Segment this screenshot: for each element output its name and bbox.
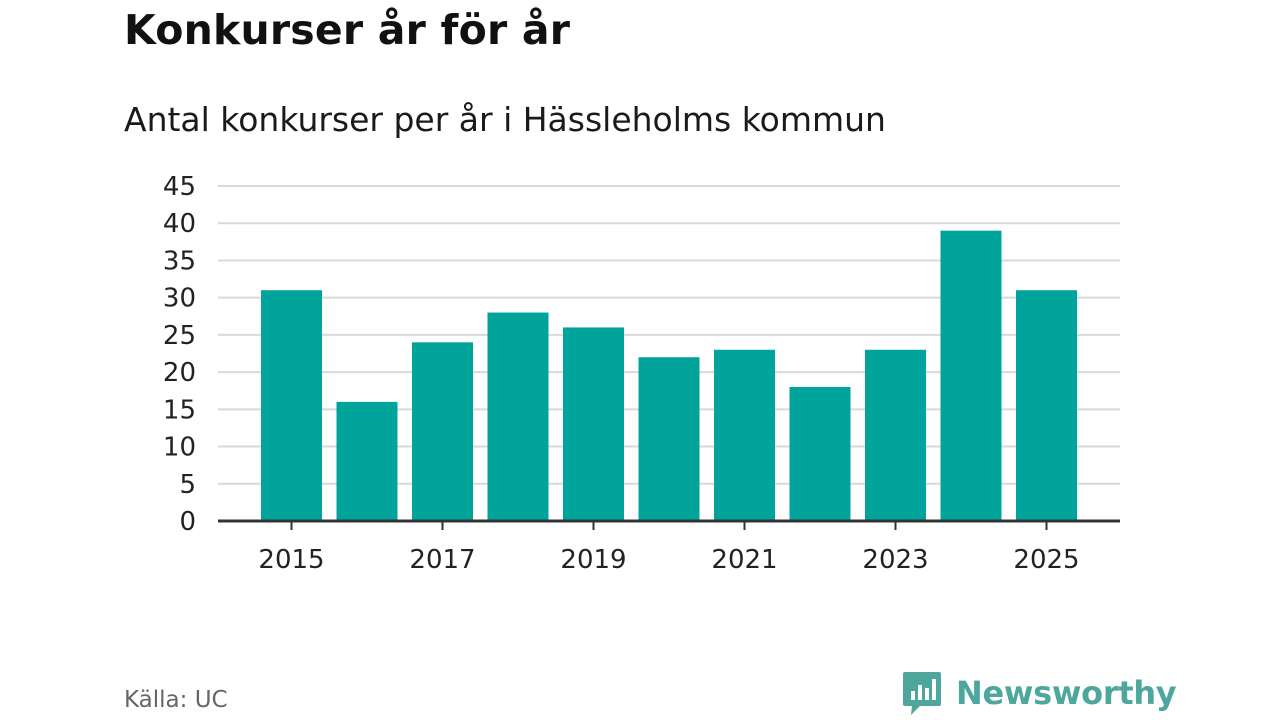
bar (789, 387, 851, 521)
bar (336, 401, 398, 521)
y-tick-label: 35 (163, 246, 196, 276)
bar (940, 230, 1002, 521)
y-tick-label: 0 (179, 507, 196, 537)
y-tick-label: 30 (163, 284, 196, 314)
bar (412, 342, 473, 521)
chart-title: Konkurser år för år (124, 6, 571, 54)
bar (865, 349, 926, 521)
source-note: Källa: UC (124, 687, 228, 713)
y-tick-label: 5 (179, 470, 196, 500)
brand-logo: Newsworthy (902, 670, 1177, 716)
y-tick-label: 45 (163, 172, 196, 202)
x-tick-label: 2025 (1013, 545, 1079, 575)
bar (563, 327, 624, 521)
bar (638, 357, 700, 521)
brand-name: Newsworthy (956, 674, 1177, 712)
x-tick-label: 2021 (711, 545, 777, 575)
y-tick-label: 25 (163, 321, 196, 351)
x-tick-label: 2019 (560, 545, 626, 575)
bar (1016, 290, 1077, 521)
y-tick-label: 15 (163, 395, 196, 425)
chart-subtitle: Antal konkurser per år i Hässleholms kom… (124, 100, 886, 139)
x-tick-label: 2015 (258, 545, 324, 575)
y-tick-label: 10 (163, 433, 196, 463)
bar (487, 312, 549, 521)
x-tick-label: 2017 (409, 545, 475, 575)
bar (714, 349, 775, 521)
bar-chart-speech-bubble-icon (903, 672, 941, 715)
y-tick-label: 40 (163, 209, 196, 239)
x-tick-label: 2023 (862, 545, 928, 575)
bar (261, 290, 322, 521)
y-tick-label: 20 (163, 358, 196, 388)
